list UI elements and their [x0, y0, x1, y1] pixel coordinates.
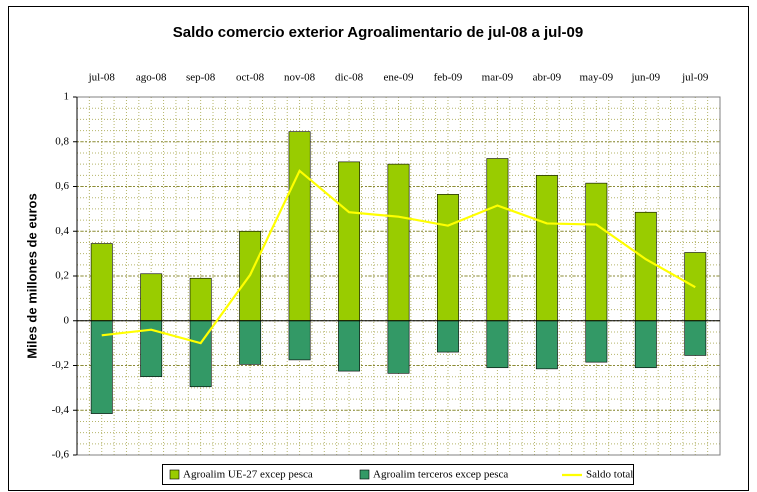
- y-axis-label: Miles de millones de euros: [24, 193, 39, 358]
- y-tick-label: 0,6: [55, 180, 69, 192]
- x-tick-label: feb-09: [434, 72, 463, 84]
- bar: [585, 182, 608, 322]
- y-tick-label: 0: [64, 314, 70, 326]
- legend-swatch: [359, 469, 370, 480]
- bar: [387, 163, 410, 322]
- x-tick-label: ago-08: [136, 72, 167, 84]
- bar: [486, 320, 509, 369]
- y-tick-label: 1: [64, 91, 70, 103]
- bar: [90, 243, 113, 322]
- bar: [634, 320, 657, 369]
- x-tick-label: jul-08: [88, 72, 116, 84]
- bar: [437, 194, 459, 322]
- legend-label: Saldo total: [586, 469, 633, 481]
- y-tick-label: -0,2: [52, 359, 69, 371]
- y-tick-label: -0,4: [52, 404, 70, 416]
- legend-label: Agroalim UE-27 excep pesca: [183, 469, 313, 481]
- x-tick-label: abr-09: [533, 72, 562, 84]
- bar: [437, 320, 459, 353]
- x-tick-label: jul-09: [681, 72, 709, 84]
- legend-label: Agroalim terceros excep pesca: [373, 469, 508, 481]
- x-tick-label: oct-08: [236, 72, 265, 84]
- line: [101, 169, 696, 345]
- x-tick-label: mar-09: [482, 72, 514, 84]
- legend-swatch: [169, 469, 180, 480]
- y-tick-label: 0,2: [55, 270, 69, 282]
- chart-title: Saldo comercio exterior Agroalimentario …: [173, 24, 583, 41]
- y-tick-label: 0,8: [55, 135, 69, 147]
- bar: [535, 175, 558, 322]
- x-tick-label: ene-09: [384, 72, 414, 84]
- x-tick-label: dic-08: [335, 72, 364, 84]
- bar: [338, 320, 360, 372]
- legend-box: [162, 464, 634, 485]
- bar: [189, 277, 212, 322]
- x-tick-label: nov-08: [284, 72, 316, 84]
- bar: [387, 320, 410, 374]
- bar: [535, 320, 558, 370]
- bar: [486, 158, 509, 322]
- bar: [239, 320, 262, 365]
- bar: [288, 131, 311, 322]
- y-tick-label: 0,4: [55, 225, 69, 237]
- bar: [634, 211, 657, 322]
- bar: [140, 273, 163, 322]
- bar: [189, 320, 212, 388]
- y-tick-label: -0,6: [52, 449, 70, 461]
- bar: [585, 320, 608, 363]
- bar: [288, 320, 311, 361]
- x-tick-label: jun-09: [630, 72, 660, 84]
- x-tick-label: sep-08: [186, 72, 216, 84]
- x-tick-label: may-09: [580, 72, 614, 84]
- bar: [684, 320, 707, 356]
- bar: [338, 161, 360, 322]
